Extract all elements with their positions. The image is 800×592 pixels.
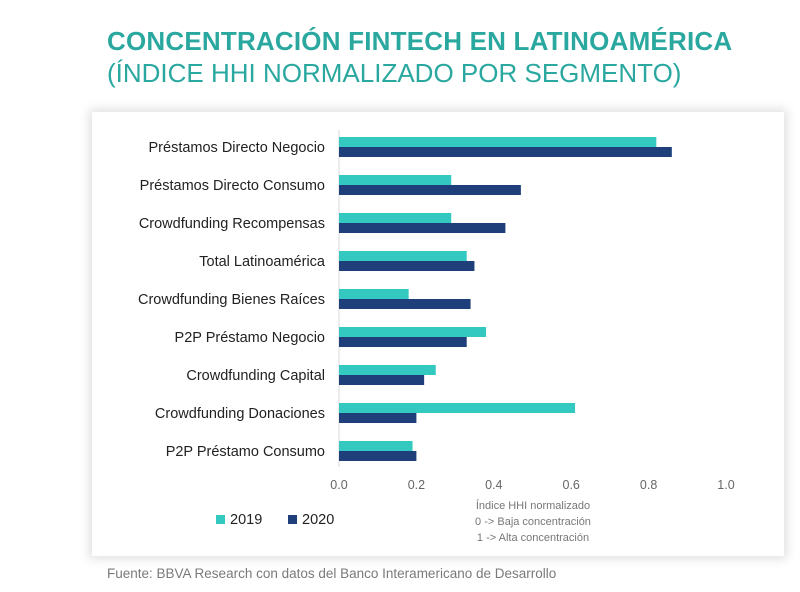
- bar-2020: [339, 147, 672, 157]
- category-label: P2P Préstamo Consumo: [166, 444, 325, 460]
- legend-label: 2020: [302, 512, 334, 528]
- x-tick-label: 0.2: [408, 478, 425, 492]
- bar-2020: [339, 451, 417, 461]
- bar-2019: [339, 137, 657, 147]
- category-label: Crowdfunding Bienes Raíces: [138, 292, 325, 308]
- x-tick-label: 0.6: [563, 478, 580, 492]
- category-label: P2P Préstamo Negocio: [175, 330, 325, 346]
- bar-2020: [339, 261, 475, 271]
- x-axis-caption: 0 -> Baja concentración: [475, 516, 591, 528]
- legend-label: 2019: [230, 512, 262, 528]
- chart-panel: Préstamos Directo Negocio Préstamos Direc…: [92, 112, 784, 556]
- bar-2020: [339, 413, 417, 423]
- x-tick-label: 0.8: [640, 478, 657, 492]
- category-label: Préstamos Directo Negocio: [149, 140, 326, 156]
- x-axis-caption: Índice HHI normalizado: [476, 499, 590, 512]
- bar-2019: [339, 175, 452, 185]
- bar-2019: [339, 365, 436, 375]
- legend-swatch-2019: [216, 515, 225, 524]
- bar-2020: [339, 375, 425, 385]
- bar-2020: [339, 185, 521, 195]
- category-label: Crowdfunding Recompensas: [139, 216, 325, 232]
- source-note: Fuente: BBVA Research con datos del Banc…: [107, 566, 557, 581]
- page-subtitle: (ÍNDICE HHI NORMALIZADO POR SEGMENTO): [107, 58, 682, 88]
- bar-2020: [339, 337, 467, 347]
- category-label: Crowdfunding Capital: [186, 368, 325, 384]
- bar-2019: [339, 213, 452, 223]
- x-tick-label: 1.0: [717, 478, 734, 492]
- x-axis-caption: 1 -> Alta concentración: [477, 532, 589, 544]
- bar-2019: [339, 251, 467, 261]
- x-tick-label: 0.4: [485, 478, 502, 492]
- bar-2020: [339, 299, 471, 309]
- bar-2019: [339, 403, 576, 413]
- legend-swatch-2020: [288, 515, 297, 524]
- x-tick-label: 0.0: [330, 478, 347, 492]
- category-label: Crowdfunding Donaciones: [155, 406, 325, 422]
- category-label: Préstamos Directo Consumo: [140, 178, 325, 194]
- bar-2020: [339, 223, 506, 233]
- category-label: Total Latinoamérica: [199, 254, 326, 270]
- bar-chart: Préstamos Directo Negocio Préstamos Direc…: [138, 130, 735, 544]
- bar-2019: [339, 441, 413, 451]
- bar-2019: [339, 327, 487, 337]
- bar-2019: [339, 289, 409, 299]
- page-title: CONCENTRACIÓN FINTECH EN LATINOAMÉRICA: [107, 26, 733, 56]
